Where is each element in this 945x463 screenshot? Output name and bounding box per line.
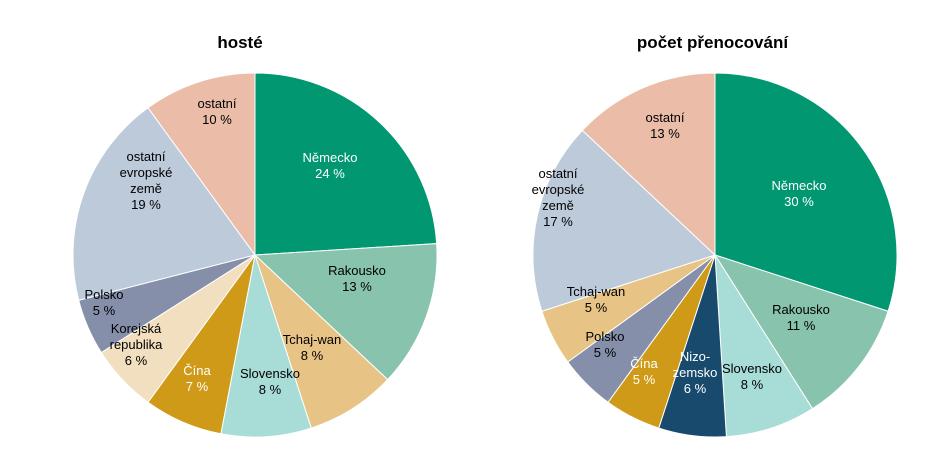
pie-slice [714,72,898,312]
pie-svg-prenocovani: Německo 30 % Rakousko 11 % Slovensko 8 %Nizo-… [532,72,898,438]
pie-slice [581,72,716,257]
chart-title: hosté [217,33,263,52]
slice-label: ostatní 10 % [197,96,236,127]
slice-label: ostatní evropské země 19 % [120,149,173,212]
pie-slice [253,243,438,381]
slice-label: Rakousko 11 % [772,302,830,333]
pie-slice [147,72,256,257]
pie-slice [254,254,389,429]
pie-chart-prenocovani: počet přenocování Německo 30 % Rakousko 11 … [480,0,945,463]
pie-slice [713,254,889,410]
slice-label: Slovensko 8 % [722,361,782,392]
slice-label: Německo 24 % [303,150,358,181]
slice-label: Čína 7 % [183,363,211,394]
slice-label: Nizo-zemsko 6 % [673,349,718,396]
pie-slice [532,129,716,312]
slice-label: Tchaj-wan 8 % [283,332,342,363]
slice-label: Čína 5 % [630,356,658,387]
pie-slice [254,72,438,256]
slice-label: Polsko 5 % [84,287,123,318]
pie-chart-hoste: hosté Německo 24 % Rakousko 13 % Tchaj-wan 8 … [72,33,438,438]
pie-slice [714,254,814,438]
pie-slice [220,254,312,438]
slice-label: Tchaj-wan 5 % [567,284,626,315]
slice-label: Německo 30 % [772,178,827,209]
chart-title: počet přenocování [636,33,789,52]
slice-label: Slovensko 8 % [240,366,300,397]
slice-label: ostatní 13 % [645,110,684,141]
pie-svg-hoste: Německo 24 % Rakousko 13 % Tchaj-wan 8 %Slove… [72,72,438,438]
slice-label: Rakousko 13 % [328,263,386,294]
slice-label: Polsko 5 % [585,329,624,360]
pie-slice [72,107,256,301]
slice-label: ostatní evropské země 17 % [532,166,585,229]
slice-label: Korejská republika 6 % [110,321,164,368]
